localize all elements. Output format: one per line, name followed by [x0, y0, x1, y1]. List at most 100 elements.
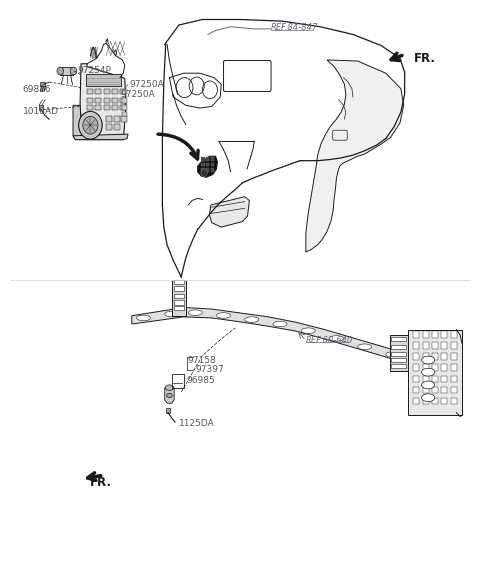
- Text: 97158: 97158: [187, 355, 216, 364]
- Bar: [174, 280, 184, 284]
- Bar: [172, 280, 186, 316]
- Bar: [432, 353, 438, 360]
- Bar: [120, 105, 126, 110]
- Bar: [451, 342, 457, 349]
- Circle shape: [201, 169, 207, 177]
- Bar: [112, 98, 118, 103]
- Polygon shape: [132, 307, 405, 363]
- Bar: [174, 286, 184, 291]
- Bar: [206, 158, 209, 160]
- Bar: [432, 386, 438, 393]
- Ellipse shape: [386, 351, 400, 357]
- Bar: [122, 105, 127, 110]
- Bar: [413, 376, 419, 382]
- Bar: [122, 112, 127, 116]
- Text: FR.: FR.: [89, 476, 111, 489]
- Bar: [174, 300, 184, 305]
- Ellipse shape: [165, 311, 179, 317]
- Ellipse shape: [421, 356, 435, 364]
- Bar: [95, 89, 101, 94]
- Ellipse shape: [301, 328, 315, 333]
- Bar: [451, 398, 457, 405]
- Bar: [441, 386, 447, 393]
- Ellipse shape: [329, 336, 344, 341]
- Ellipse shape: [136, 315, 151, 321]
- Polygon shape: [165, 388, 174, 403]
- Bar: [422, 386, 429, 393]
- Bar: [392, 358, 406, 362]
- Bar: [211, 158, 214, 160]
- Ellipse shape: [421, 394, 435, 402]
- Bar: [86, 74, 121, 86]
- Bar: [392, 337, 406, 341]
- Bar: [166, 408, 170, 412]
- Bar: [441, 342, 447, 349]
- Bar: [441, 331, 447, 338]
- Bar: [87, 98, 93, 103]
- Bar: [112, 89, 118, 94]
- Bar: [104, 98, 110, 103]
- Bar: [422, 364, 429, 371]
- Bar: [392, 345, 406, 349]
- Text: 97254P: 97254P: [78, 66, 111, 75]
- Bar: [122, 90, 127, 94]
- Bar: [40, 82, 45, 86]
- Bar: [432, 364, 438, 371]
- Ellipse shape: [421, 368, 435, 376]
- Bar: [202, 158, 204, 160]
- Bar: [114, 124, 120, 130]
- Text: FR.: FR.: [414, 52, 436, 65]
- Text: 97397: 97397: [195, 366, 224, 375]
- Bar: [422, 353, 429, 360]
- Ellipse shape: [245, 317, 259, 323]
- Bar: [432, 376, 438, 382]
- Bar: [87, 89, 93, 94]
- Bar: [413, 353, 419, 360]
- Bar: [390, 335, 408, 371]
- Bar: [87, 105, 93, 110]
- Bar: [206, 168, 209, 172]
- Ellipse shape: [216, 312, 230, 318]
- Polygon shape: [209, 197, 250, 227]
- Text: 1125DA: 1125DA: [179, 419, 215, 428]
- Bar: [451, 353, 457, 360]
- Bar: [451, 376, 457, 382]
- Bar: [104, 89, 110, 94]
- Text: 1018AD: 1018AD: [23, 107, 59, 116]
- Bar: [441, 398, 447, 405]
- Bar: [174, 294, 184, 298]
- Bar: [104, 105, 110, 110]
- Bar: [106, 124, 111, 130]
- Polygon shape: [80, 64, 126, 140]
- Text: REF.84-847: REF.84-847: [271, 23, 318, 32]
- Bar: [39, 105, 43, 110]
- Bar: [206, 163, 209, 166]
- Bar: [432, 331, 438, 338]
- Bar: [172, 374, 183, 388]
- Polygon shape: [408, 329, 462, 415]
- Circle shape: [70, 67, 77, 75]
- Bar: [114, 116, 120, 122]
- Bar: [211, 168, 214, 172]
- Polygon shape: [73, 105, 83, 140]
- Bar: [211, 163, 214, 166]
- Bar: [451, 386, 457, 393]
- Ellipse shape: [358, 344, 372, 350]
- Text: REF.60-640: REF.60-640: [306, 336, 353, 345]
- Polygon shape: [198, 157, 217, 177]
- Ellipse shape: [421, 381, 435, 389]
- Bar: [422, 331, 429, 338]
- Bar: [422, 342, 429, 349]
- Ellipse shape: [167, 393, 172, 398]
- Bar: [392, 351, 406, 355]
- Bar: [174, 306, 184, 310]
- Text: 97250A: 97250A: [129, 80, 164, 89]
- Circle shape: [79, 111, 102, 139]
- Bar: [441, 353, 447, 360]
- Bar: [95, 98, 101, 103]
- Text: 96985: 96985: [186, 376, 215, 385]
- Bar: [95, 105, 101, 110]
- Bar: [413, 342, 419, 349]
- Bar: [413, 331, 419, 338]
- Bar: [432, 398, 438, 405]
